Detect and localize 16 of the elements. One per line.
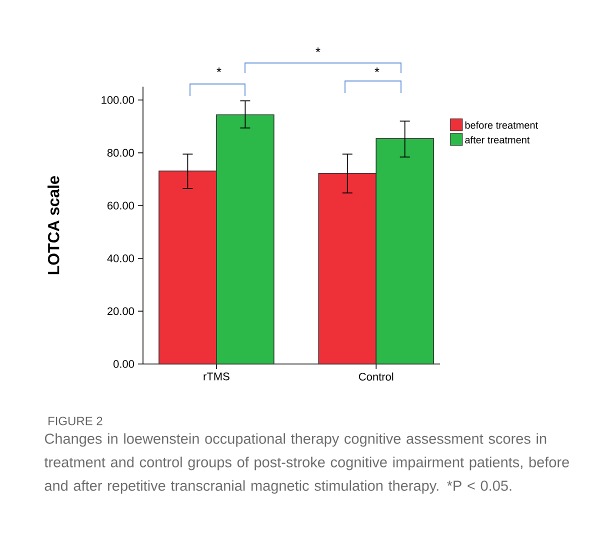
text: * [374,68,380,72]
y-tick-label: 40.00 [107,254,134,262]
y-tick-label: 60.00 [108,202,134,210]
x-tick-label: Control [358,372,394,381]
x-tick-label: rTMS [204,372,230,380]
caption: FIGURE 2 [48,416,102,426]
y-tick-label: 80.00 [107,148,134,157]
legend-label: after treatment [465,136,530,144]
y-tick-label: 20.00 [107,307,134,316]
y-axis-title: LOTCA scale [48,176,60,274]
legend-label: before treatment [465,121,538,129]
y-tick-label: 100.00 [102,96,134,104]
text: * [216,68,222,72]
text: Changes in loewenstein occupational therapy cognitive assessment scores in treatment and control groups of post-stroke cognitive impairment patients, before and after repetitive transcranial magnetic stimulation therapy. *P < 0.05. [44,433,569,494]
y-tick-label: 0.00 [113,360,134,368]
text: * [316,48,320,52]
